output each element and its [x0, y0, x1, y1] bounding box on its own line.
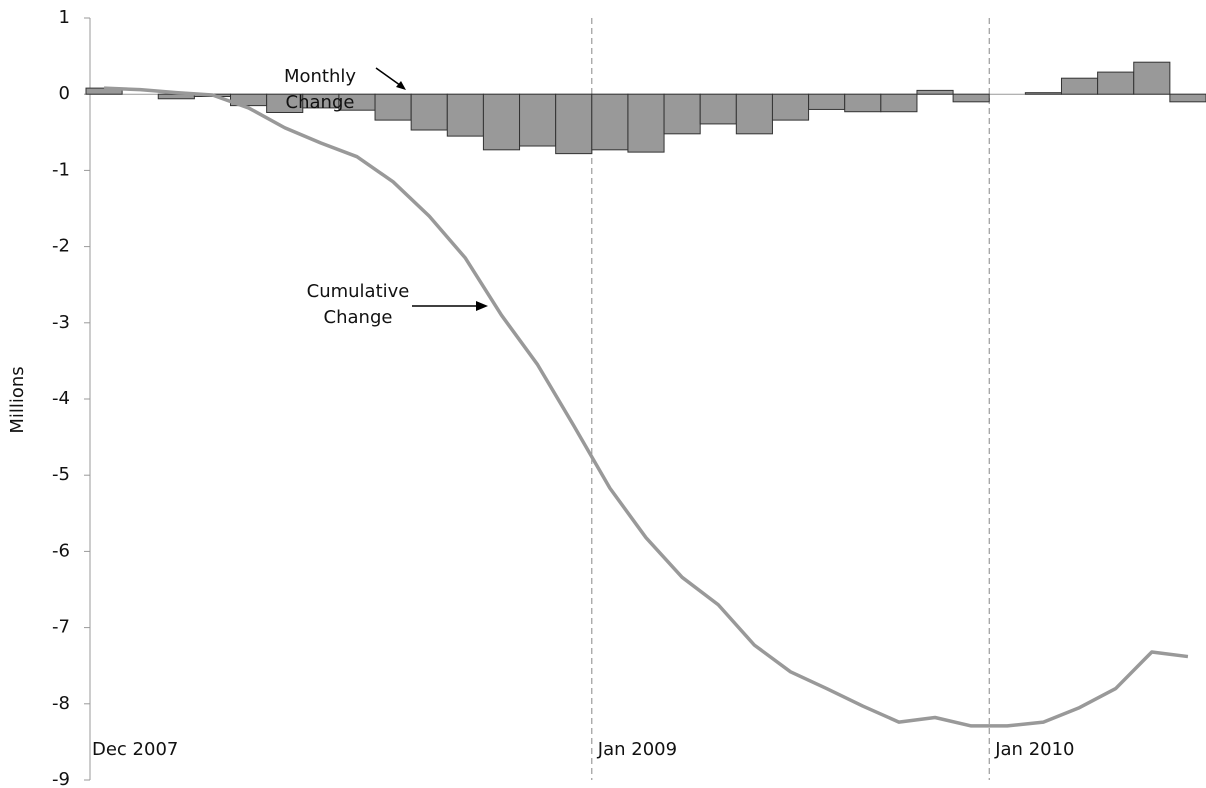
bar [916, 89, 954, 95]
y-tick-label: -7 [52, 617, 70, 638]
x-tick-label: Jan 2010 [994, 739, 1074, 760]
y-tick-label: -6 [52, 540, 70, 561]
bar [591, 93, 629, 151]
arrow-head [476, 301, 488, 311]
x-tick-label: Dec 2007 [92, 739, 178, 760]
bar [663, 93, 701, 135]
y-tick-label: -5 [52, 464, 70, 485]
bar [844, 93, 882, 113]
bar [519, 93, 557, 147]
plot-area: -9 -8 -7 -6 -5 -4 -3 -2 -1 0 1 Dec 2007 Jan 2009 Jan … [52, 7, 1206, 788]
arrow-head [396, 81, 406, 90]
bar [771, 93, 810, 121]
annotation: Cumulative Change [307, 281, 410, 328]
bar [1133, 61, 1171, 95]
annotation: Monthly Change [284, 66, 356, 113]
y-tick-label: -2 [52, 236, 70, 257]
bar [1169, 93, 1206, 103]
y-tick-label: -1 [52, 159, 70, 180]
bar [482, 93, 521, 151]
y-tick-label: 0 [59, 83, 70, 104]
bar [952, 93, 990, 103]
y-tick-label: -3 [52, 312, 70, 333]
line [103, 86, 1189, 728]
bar [1024, 92, 1062, 95]
bar [410, 93, 448, 131]
bar [1097, 71, 1135, 95]
y-tick-label: -9 [52, 769, 70, 788]
bar [627, 93, 665, 153]
y-tick-label: 1 [59, 7, 70, 28]
y-tick-label: -8 [52, 693, 70, 714]
y-tick-label: -4 [52, 388, 70, 409]
bar [446, 93, 484, 137]
bar [1060, 77, 1099, 95]
bar [374, 93, 412, 121]
bar [808, 93, 846, 110]
bar [699, 93, 737, 125]
bar [880, 93, 918, 113]
y-axis-label: Millions [7, 366, 28, 433]
bar [555, 93, 593, 155]
bar [735, 93, 773, 135]
x-tick-label: Jan 2009 [597, 739, 677, 760]
